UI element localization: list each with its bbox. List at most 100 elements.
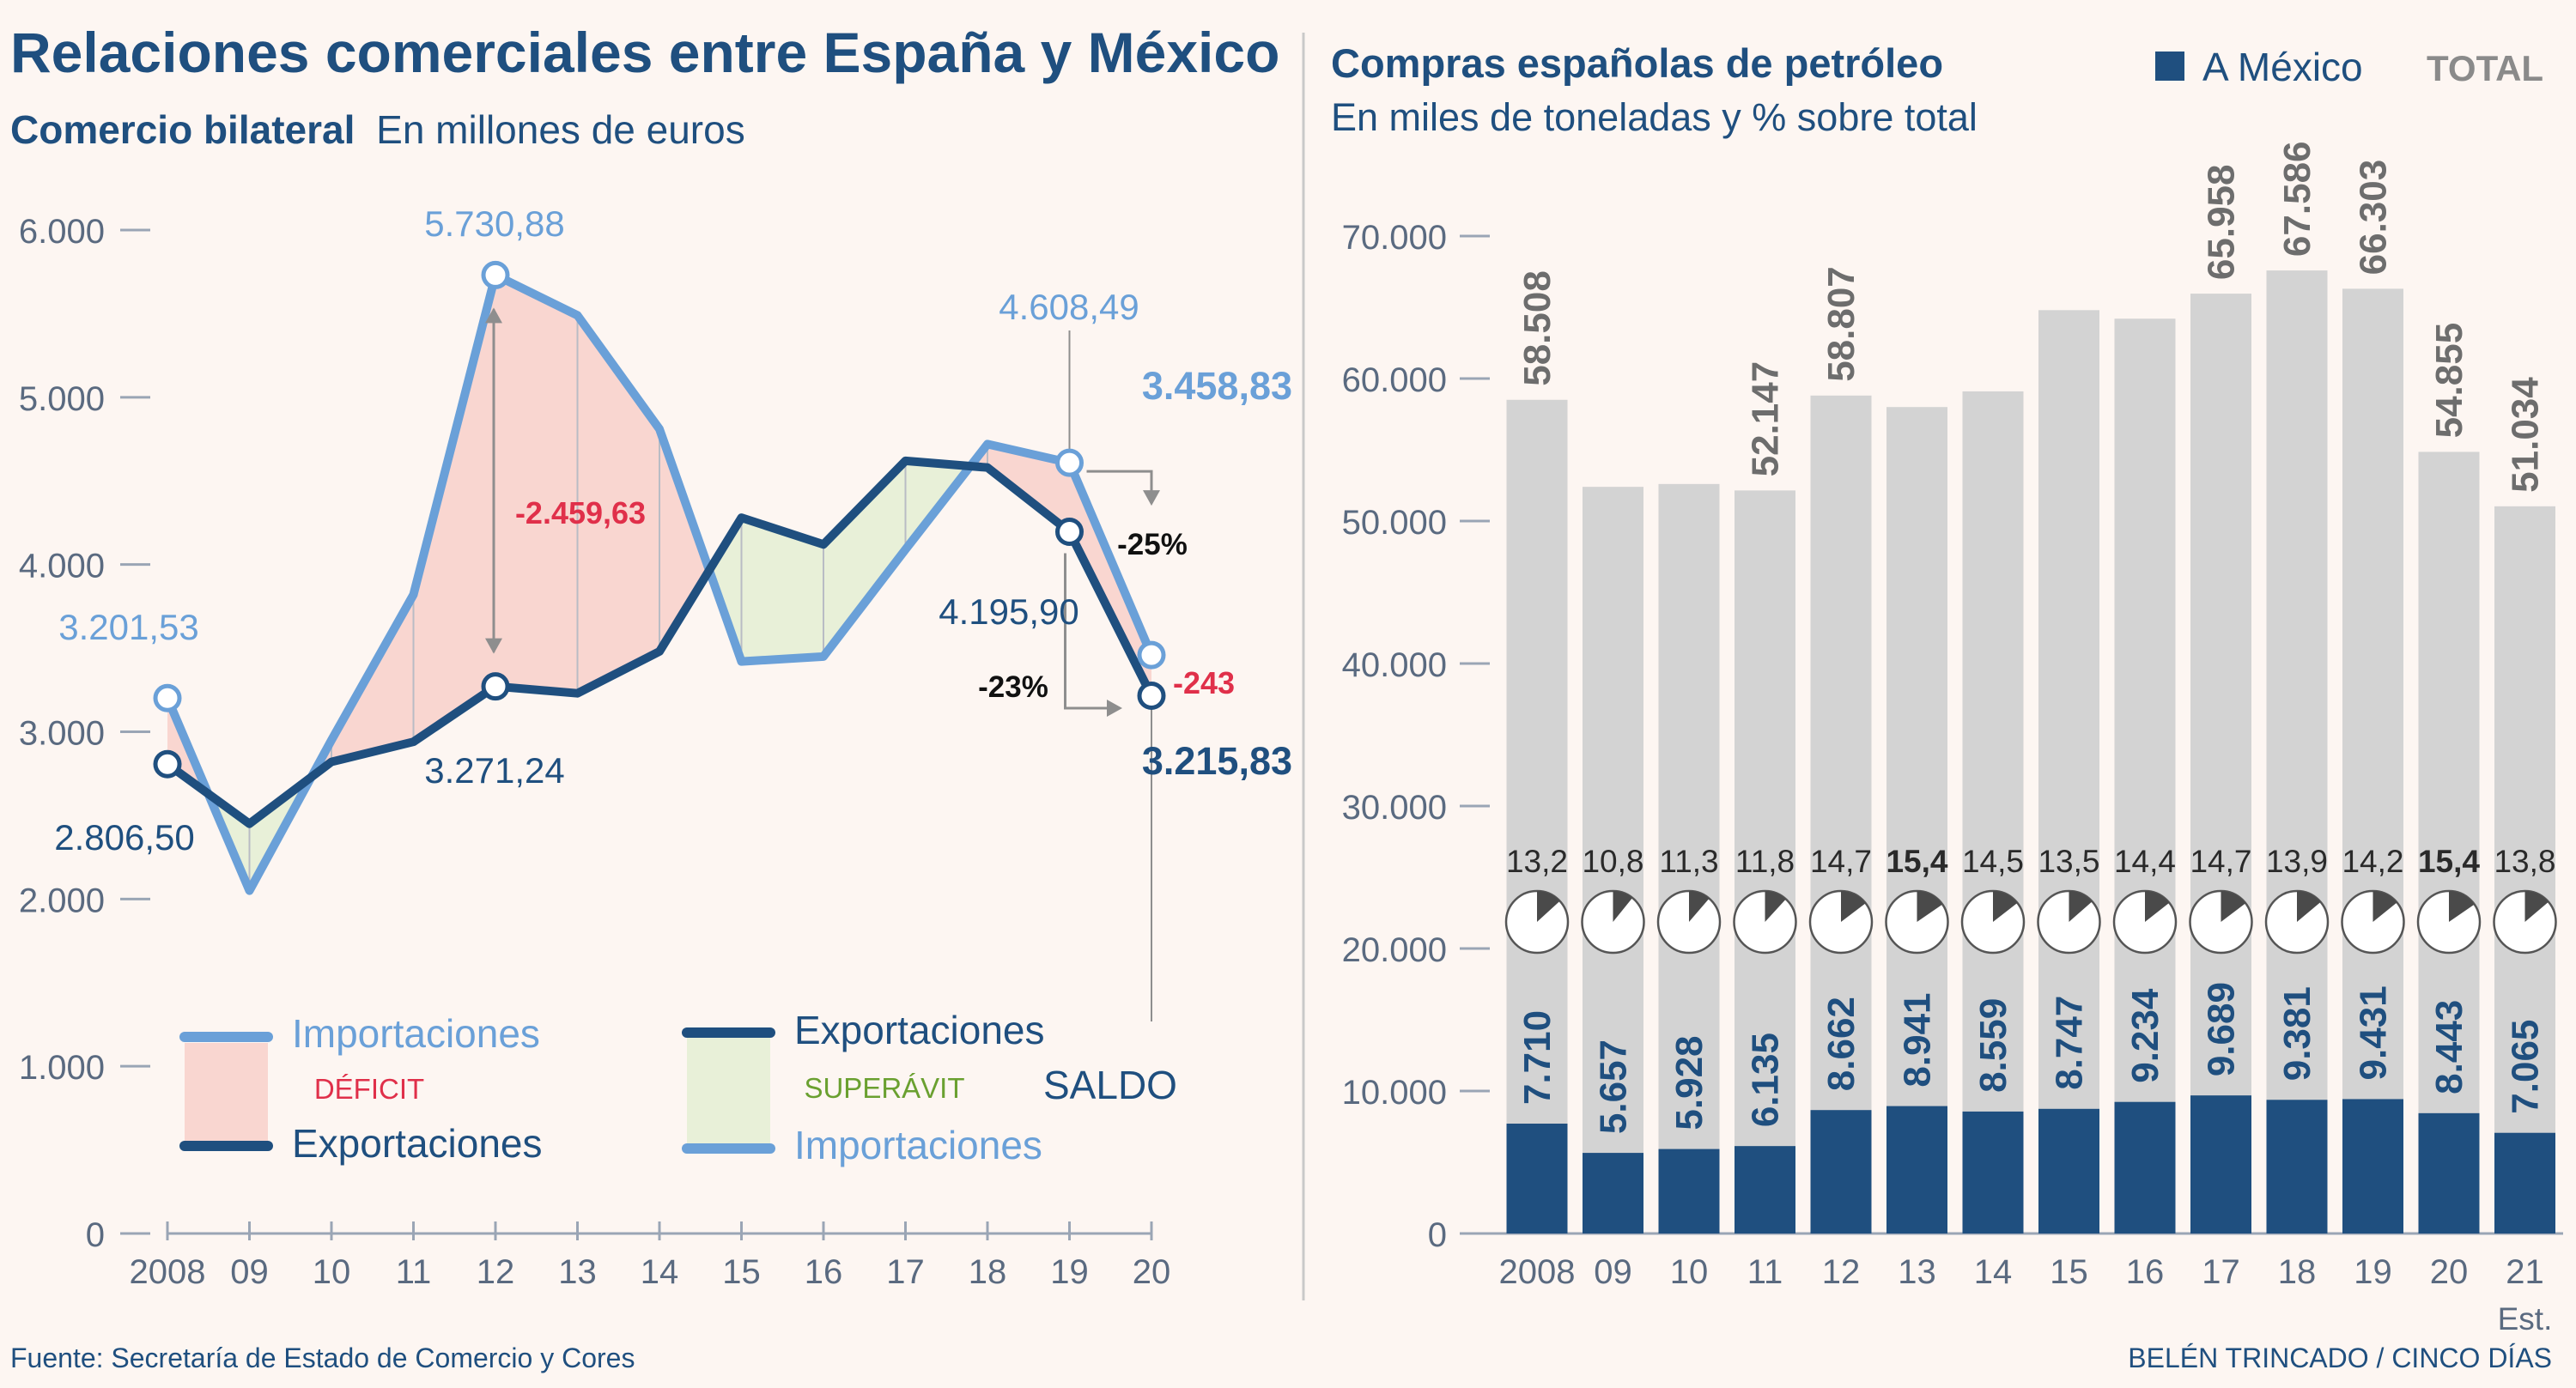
- left-xtick-label: 2008: [130, 1253, 206, 1291]
- mexico-value-label: 8.662: [1820, 997, 1862, 1091]
- mexico-value-label: 7.065: [2505, 1020, 2547, 1114]
- mexico-bar: [2494, 1132, 2555, 1233]
- share-label: 10,8: [1582, 844, 1643, 879]
- mexico-value-label: 9.381: [2276, 986, 2318, 1081]
- right-title: Compras españolas de petróleo: [1331, 40, 1943, 86]
- deficit-area: [577, 315, 659, 694]
- credit-note: BELÉN TRINCADO / CINCO DÍAS: [2128, 1343, 2552, 1373]
- share-pie-slice: [1841, 891, 1866, 922]
- left-xtick-label: 15: [722, 1253, 761, 1291]
- right-xtick-label: 20: [2430, 1253, 2469, 1291]
- left-xtick-label: 20: [1133, 1253, 1171, 1291]
- left-xtick-label: 12: [477, 1253, 515, 1291]
- surplus-area: [823, 460, 906, 657]
- total-value-label: 65.958: [2201, 165, 2243, 281]
- total-value-label: 51.034: [2505, 377, 2547, 493]
- right-xtick-label: 15: [2050, 1253, 2088, 1291]
- total-bar: [1735, 490, 1795, 1233]
- share-label: 13,5: [2038, 844, 2099, 879]
- mexico-value-label: 8.443: [2428, 1000, 2470, 1094]
- gap-arrow-head-down: [485, 638, 502, 654]
- right-xtick-label: 11: [1747, 1253, 1783, 1291]
- right-ytick-label: 30.000: [1342, 789, 1447, 827]
- left-xtick-label: 18: [969, 1253, 1007, 1291]
- share-label: 11,3: [1659, 844, 1718, 879]
- exports-point: [481, 672, 510, 701]
- share-pie-slice: [2372, 891, 2397, 922]
- mexico-value-label: 5.928: [1668, 1035, 1710, 1130]
- surplus-area: [741, 518, 823, 662]
- right-xtick-label: 19: [2354, 1253, 2392, 1291]
- share-label: 14,4: [2114, 844, 2176, 879]
- imports-point: [1137, 640, 1166, 670]
- left-subtitle-bold: Comercio bilateral: [10, 107, 355, 152]
- share-pie-slice: [2449, 891, 2475, 922]
- mexico-bar: [2190, 1095, 2251, 1233]
- legend-total-label: TOTAL: [2427, 48, 2543, 88]
- left-xtick-label: 09: [230, 1253, 269, 1291]
- legend-surplus-label: SUPERÁVIT: [804, 1072, 964, 1104]
- left-ytick-label: 0: [86, 1216, 105, 1254]
- imports-change-arrow-head: [1143, 490, 1160, 506]
- right-xtick-label: 17: [2202, 1253, 2240, 1291]
- total-value-label: 54.855: [2428, 323, 2470, 439]
- exports-point: [1137, 681, 1166, 710]
- share-pie-slice: [2297, 891, 2321, 922]
- annot-exports-2019: 4.195,90: [939, 591, 1079, 632]
- right-xtick-label: 16: [2126, 1253, 2165, 1291]
- left-ytick-label: 3.000: [19, 715, 105, 753]
- mexico-value-label: 8.941: [1897, 992, 1939, 1087]
- share-pie-slice: [2145, 891, 2170, 922]
- share-pie-slice: [2069, 891, 2093, 922]
- estimate-note: Est.: [2498, 1301, 2553, 1336]
- deficit-area: [659, 428, 709, 652]
- mexico-bar: [1735, 1146, 1795, 1233]
- right-ytick-label: 50.000: [1342, 504, 1447, 542]
- share-pie-slice: [1917, 891, 1943, 922]
- left-xtick-label: 17: [886, 1253, 925, 1291]
- annot-imports-2020: 3.458,83: [1142, 364, 1292, 408]
- annot-gap-2012: -2.459,63: [515, 495, 646, 530]
- deficit-area: [495, 275, 578, 694]
- right-xtick-label: 10: [1670, 1253, 1709, 1291]
- left-xtick-label: 11: [396, 1253, 432, 1291]
- legend-surplus-fill: [687, 1037, 770, 1149]
- left-legend: Importaciones DÉFICIT Exportaciones Expo…: [179, 1008, 1177, 1167]
- left-xtick-label: 10: [313, 1253, 351, 1291]
- legend-deficit-label: DÉFICIT: [314, 1073, 424, 1105]
- right-xtick-label: 14: [1974, 1253, 2013, 1291]
- annot-exports-2012: 3.271,24: [424, 750, 565, 791]
- oil-purchases-bar-chart: 0 10.000 20.000 30.000 40.000 50.000 60.000 70.…: [1342, 141, 2563, 1336]
- left-xtick-label: 14: [641, 1253, 679, 1291]
- right-xtick-label: 09: [1594, 1253, 1632, 1291]
- exports-change-arrow: [1064, 553, 1109, 710]
- mexico-bar: [1810, 1110, 1872, 1233]
- annot-exports-change: -23%: [978, 670, 1048, 704]
- left-subtitle: Comercio bilateral En millones de euros: [10, 107, 745, 152]
- annot-imports-2019: 4.608,49: [999, 287, 1139, 327]
- share-pie-slice: [1689, 891, 1710, 922]
- main-title: Relaciones comerciales entre España y Mé…: [10, 21, 1279, 84]
- mexico-value-label: 8.747: [2049, 996, 2091, 1090]
- source-note: Fuente: Secretaría de Estado de Comercio…: [10, 1343, 635, 1373]
- right-xtick-label: 21: [2506, 1253, 2544, 1291]
- legend-deficit-fill: [185, 1043, 268, 1146]
- left-subtitle-rest: En millones de euros: [376, 107, 745, 152]
- legend-imports-label-2: Importaciones: [794, 1123, 1042, 1167]
- right-subtitle: En miles de toneladas y % sobre total: [1331, 95, 1978, 139]
- imports-change-arrow: [1086, 470, 1153, 494]
- share-pie-slice: [1993, 891, 2018, 922]
- share-pie-slice: [1537, 891, 1560, 922]
- share-label: 14,2: [2342, 844, 2403, 879]
- legend-mexico-label: A México: [2202, 45, 2363, 89]
- mexico-bar: [2342, 1099, 2403, 1233]
- right-ytick-label: 70.000: [1342, 219, 1447, 257]
- mexico-value-label: 7.710: [1516, 1010, 1558, 1105]
- share-label: 14,7: [1810, 844, 1872, 879]
- mexico-value-label: 9.689: [2201, 982, 2243, 1076]
- legend-mexico-swatch: [2155, 52, 2184, 81]
- total-bar: [1810, 395, 1872, 1233]
- total-bar: [2038, 310, 2099, 1233]
- total-bar: [2190, 294, 2251, 1234]
- annot-balance-2020: -243: [1173, 665, 1235, 700]
